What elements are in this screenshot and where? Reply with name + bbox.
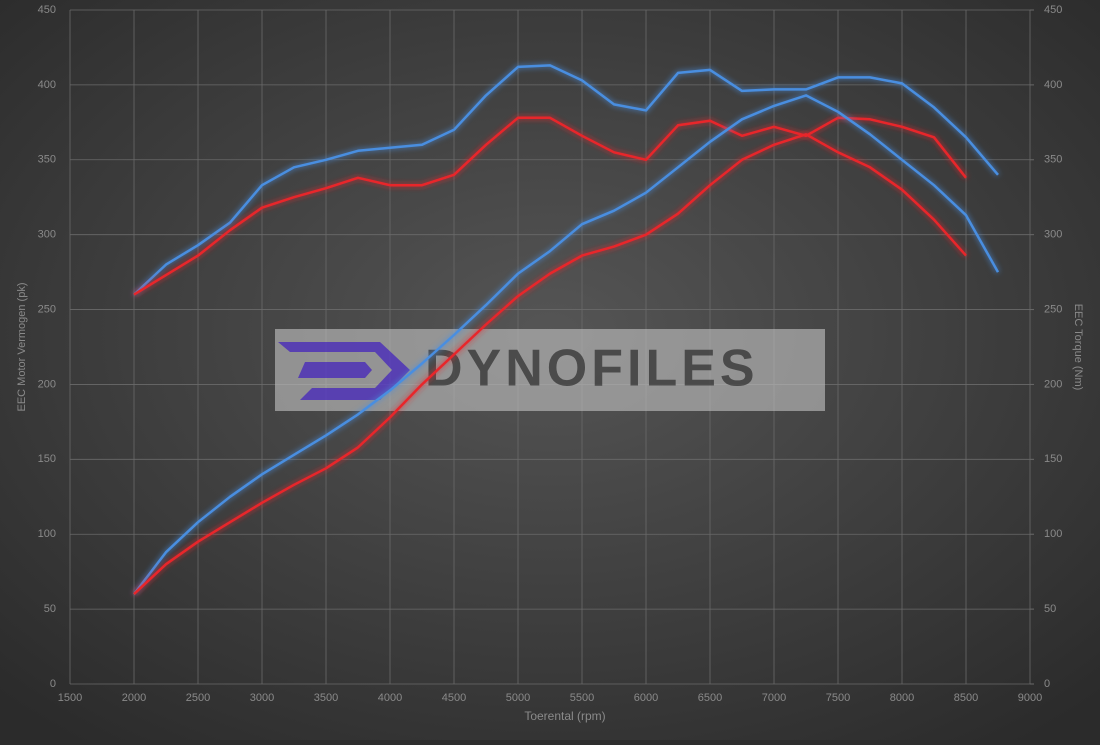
y2-tick-label: 200	[1044, 378, 1062, 390]
y2-tick-label: 50	[1044, 603, 1056, 615]
x-tick-label: 5500	[570, 692, 594, 704]
x-tick-label: 2500	[186, 692, 210, 704]
x-tick-label: 8000	[890, 692, 914, 704]
x-tick-label: 2000	[122, 692, 146, 704]
x-tick-label: 3000	[250, 692, 274, 704]
logo-icon	[298, 362, 372, 378]
y-tick-label: 350	[38, 154, 56, 166]
x-tick-label: 1500	[58, 692, 82, 704]
x-tick-label: 7000	[762, 692, 786, 704]
y-tick-label: 0	[50, 678, 56, 690]
y2-tick-label: 400	[1044, 79, 1062, 91]
series-line	[133, 94, 1000, 595]
series-line	[133, 64, 999, 296]
x-tick-label: 5000	[506, 692, 530, 704]
y-tick-label: 450	[38, 4, 56, 16]
y-tick-label: 300	[38, 229, 56, 241]
y-tick-label: 100	[38, 528, 56, 540]
y2-axis-label: EEC Torque (Nm)	[1072, 304, 1084, 391]
y-tick-label: 150	[38, 453, 56, 465]
y2-tick-label: 150	[1044, 453, 1062, 465]
y-tick-label: 200	[38, 378, 56, 390]
x-tick-label: 8500	[954, 692, 978, 704]
y-axis-label: EEC Motor Vermogen (pk)	[16, 283, 28, 412]
y2-tick-label: 100	[1044, 528, 1062, 540]
y-tick-label: 400	[38, 79, 56, 91]
y2-tick-label: 250	[1044, 303, 1062, 315]
x-tick-label: 4500	[442, 692, 466, 704]
x-tick-label: 3500	[314, 692, 338, 704]
y-tick-label: 50	[44, 603, 56, 615]
y2-tick-label: 450	[1044, 4, 1062, 16]
logo-text: DYNOFILES	[425, 340, 759, 398]
x-axis-label: Toerental (rpm)	[524, 709, 605, 723]
logo-icon	[278, 342, 410, 400]
y2-tick-label: 0	[1044, 678, 1050, 690]
y-tick-label: 250	[38, 303, 56, 315]
series-line	[133, 133, 967, 596]
y2-tick-label: 300	[1044, 229, 1062, 241]
x-tick-label: 6000	[634, 692, 658, 704]
series-line	[133, 116, 967, 296]
x-tick-label: 9000	[1018, 692, 1042, 704]
x-tick-label: 4000	[378, 692, 402, 704]
watermark: DYNOFILES	[275, 329, 825, 411]
x-tick-label: 7500	[826, 692, 850, 704]
y2-tick-label: 350	[1044, 154, 1062, 166]
x-tick-label: 6500	[698, 692, 722, 704]
